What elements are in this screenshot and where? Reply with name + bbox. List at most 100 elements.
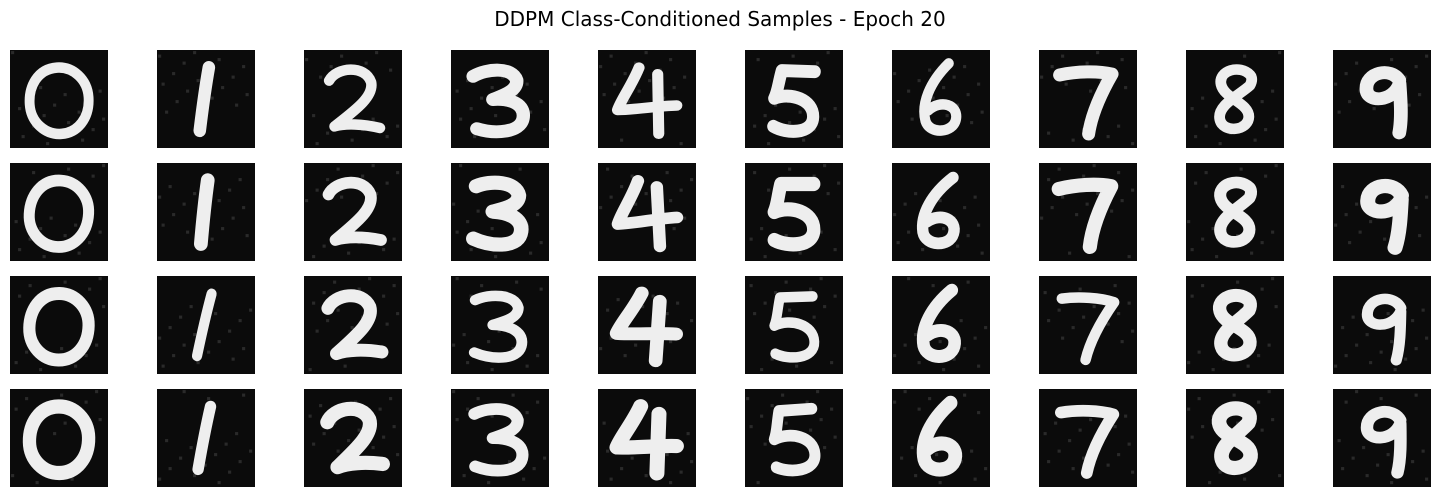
noise-speck [1239, 167, 1243, 171]
noise-speck [221, 86, 225, 90]
noise-speck [1124, 414, 1128, 418]
noise-speck [1120, 340, 1124, 344]
noise-speck [322, 432, 326, 436]
noise-speck [917, 79, 921, 83]
noise-speck [1425, 195, 1429, 199]
digit-stroke [649, 406, 667, 481]
noise-speck [539, 241, 543, 245]
noise-speck [1344, 213, 1348, 217]
noise-speck [1120, 199, 1124, 203]
noise-speck [984, 467, 988, 471]
noise-speck [1351, 456, 1355, 460]
noise-speck [746, 397, 750, 401]
noise-speck [357, 287, 361, 291]
sample-image-digit-9 [1333, 276, 1431, 374]
noise-speck [161, 364, 165, 368]
noise-speck [364, 61, 368, 65]
noise-speck [511, 393, 515, 397]
digit-glyph [1334, 293, 1429, 372]
noise-speck [830, 407, 834, 411]
noise-speck [515, 280, 519, 284]
noise-speck [39, 368, 43, 372]
digit-stroke [768, 402, 821, 477]
noise-speck [305, 199, 309, 203]
noise-speck [942, 86, 946, 90]
noise-speck [1383, 237, 1387, 241]
noise-speck [1113, 425, 1117, 429]
noise-speck [1365, 474, 1369, 478]
digit-stroke [1360, 406, 1407, 479]
noise-speck [966, 234, 970, 238]
noise-speck [1341, 326, 1345, 330]
sample-image-digit-1 [157, 276, 255, 374]
noise-speck [763, 442, 767, 446]
noise-speck [312, 301, 316, 305]
noise-speck [1337, 439, 1341, 443]
noise-speck [322, 244, 326, 248]
noise-speck [914, 474, 918, 478]
noise-speck [392, 237, 396, 241]
noise-speck [1334, 82, 1338, 86]
sample-image-digit-8 [1186, 389, 1284, 487]
noise-speck [928, 397, 932, 401]
noise-speck [382, 294, 386, 298]
sample-image-digit-2 [304, 163, 402, 261]
noise-speck [977, 411, 981, 415]
noise-speck [329, 65, 333, 69]
noise-speck [217, 481, 221, 485]
sample-image-digit-7 [1039, 50, 1137, 148]
noise-speck [452, 343, 456, 347]
noise-speck [11, 51, 15, 55]
noise-speck [942, 227, 946, 231]
sample-image-digit-1 [157, 389, 255, 487]
noise-speck [1208, 481, 1212, 485]
noise-speck [1201, 96, 1205, 100]
sample-image-digit-7 [1039, 276, 1137, 374]
noise-speck [242, 206, 246, 210]
noise-speck [980, 110, 984, 114]
noise-speck [1260, 287, 1264, 291]
digit-glyph [1043, 404, 1135, 479]
digit-glyph [308, 397, 400, 475]
sample-image-digit-0 [10, 389, 108, 487]
noise-speck [644, 474, 648, 478]
noise-speck [1071, 326, 1075, 330]
noise-speck [917, 407, 921, 411]
noise-speck [172, 213, 176, 217]
noise-speck [315, 142, 319, 146]
noise-speck [984, 326, 988, 330]
noise-speck [525, 82, 529, 86]
noise-speck [242, 393, 246, 397]
digit-glyph [749, 277, 837, 372]
digit-stroke [916, 283, 961, 363]
noise-speck [158, 477, 162, 481]
noise-speck [480, 96, 484, 100]
digit-stroke [191, 288, 217, 362]
noise-speck [14, 220, 18, 224]
noise-speck [1106, 463, 1110, 467]
sample-image-digit-8 [1186, 50, 1284, 148]
noise-speck [28, 237, 32, 241]
noise-speck [529, 251, 533, 255]
noise-speck [1194, 135, 1198, 139]
noise-speck [1106, 135, 1110, 139]
sample-image-digit-3 [451, 389, 549, 487]
noise-speck [1071, 138, 1075, 142]
noise-speck [1117, 453, 1121, 457]
noise-speck [532, 467, 536, 471]
noise-speck [60, 393, 64, 397]
noise-speck [683, 75, 687, 79]
noise-speck [956, 103, 960, 107]
noise-speck [620, 467, 624, 471]
noise-speck [805, 400, 809, 404]
noise-speck [14, 361, 18, 365]
noise-speck [1274, 117, 1278, 121]
noise-speck [1337, 110, 1341, 114]
noise-speck [1264, 128, 1268, 132]
sample-image-digit-3 [451, 276, 549, 374]
noise-speck [1127, 255, 1131, 259]
noise-speck [490, 86, 494, 90]
noise-speck [455, 418, 459, 422]
noise-speck [781, 393, 785, 397]
noise-speck [242, 65, 246, 69]
